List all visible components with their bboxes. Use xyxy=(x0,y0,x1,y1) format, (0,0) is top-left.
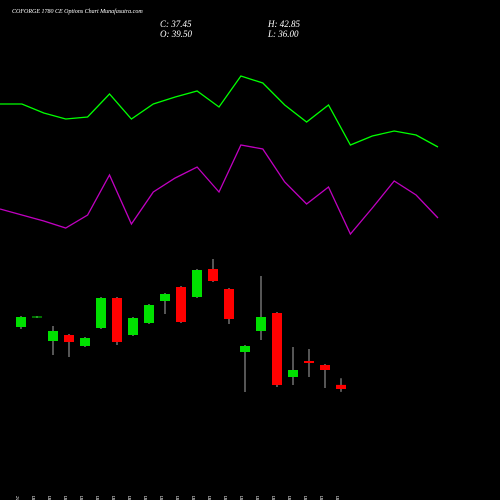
x-tick-label: 21 Jan xyxy=(255,496,261,500)
candle-body xyxy=(160,294,170,301)
close-label: C: 37.45 xyxy=(160,19,192,29)
x-tick-label: 16 Jan xyxy=(207,496,213,500)
candle-body xyxy=(176,287,186,322)
x-tick-label: 27 Jan xyxy=(303,496,309,500)
x-tick-label: 22 Jan xyxy=(271,496,277,500)
x-tick-label: 30 Jan xyxy=(335,496,341,500)
candle-body xyxy=(288,370,298,377)
candle-body xyxy=(272,313,282,385)
candle-body xyxy=(240,346,250,352)
candle-body xyxy=(224,289,234,319)
x-tick-label: 15 Jan xyxy=(191,496,197,500)
candle-body xyxy=(208,269,218,281)
x-tick-label: 23 Jan xyxy=(287,496,293,500)
candle-body xyxy=(256,317,266,331)
x-tick-label: 02 Jan xyxy=(47,496,53,500)
candle-body xyxy=(32,316,42,318)
x-tick-label: 09 Jan xyxy=(127,496,133,500)
x-tick-label: 06 Jan xyxy=(79,496,85,500)
x-tick-label: 17 Jan xyxy=(223,496,229,500)
candle-body xyxy=(320,365,330,370)
indicator-line xyxy=(0,144,439,236)
candle-body xyxy=(192,270,202,297)
x-tick-label: 10 Jan xyxy=(143,496,149,500)
candle-body xyxy=(80,338,90,346)
candle-body xyxy=(16,317,26,327)
x-tick-label: 03 Jan xyxy=(63,496,69,500)
open-label: O: 39.50 xyxy=(160,29,192,39)
x-tick-label: 13 Jan xyxy=(159,496,165,500)
candle-body xyxy=(96,298,106,328)
x-tick-label: 08 Jan xyxy=(111,496,117,500)
indicator-line xyxy=(0,75,439,148)
candle-body xyxy=(304,361,314,363)
x-tick-label: 07 Jan xyxy=(95,496,101,500)
candle-body xyxy=(64,335,74,342)
candle-body xyxy=(144,305,154,323)
candle-body xyxy=(128,318,138,335)
candle-body xyxy=(48,331,58,341)
x-tick-label: 29 Jan xyxy=(319,496,325,500)
low-label: L: 36.00 xyxy=(267,29,299,39)
high-label: H: 42.85 xyxy=(267,19,300,29)
x-tick-label: 20 Jan xyxy=(239,496,245,500)
x-tick-label: 31 Dec xyxy=(15,496,21,500)
candle-body xyxy=(112,298,122,342)
candle-body xyxy=(336,384,346,389)
x-tick-label: 14 Jan xyxy=(174,496,181,500)
x-tick-label: 01 Jan xyxy=(31,496,37,500)
chart-title: COFORGE 1780 CE Options Chart Munafasutr… xyxy=(12,8,143,15)
